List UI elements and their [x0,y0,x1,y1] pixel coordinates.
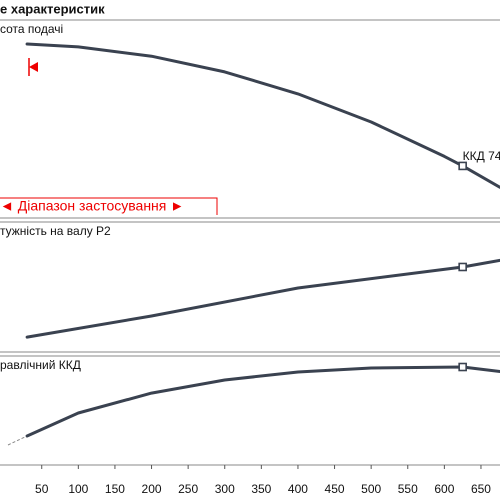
x-tick-label: 550 [398,482,418,496]
panel-label: сота подачі [0,22,63,36]
extrapolation [7,435,28,446]
panel-label: тужність на валу P2 [0,224,111,238]
x-tick-label: 650 [471,482,491,496]
panel-frame [0,355,500,466]
x-tick-label: 50 [35,482,49,496]
curve [25,365,500,438]
range-arrow [29,62,38,72]
x-tick-label: 150 [105,482,125,496]
curve [25,258,500,339]
panel-frame [0,19,500,219]
x-tick-label: 300 [215,482,235,496]
range-bracket [0,197,218,215]
application-range: ◄ Діапазон застосування ► [0,198,184,214]
curve [25,42,500,189]
operating-point [458,262,467,272]
x-tick-label: 200 [142,482,162,496]
x-tick-label: 350 [251,482,271,496]
x-tick-label: 450 [325,482,345,496]
x-tick-label: 600 [434,482,454,496]
x-tick-label: 400 [288,482,308,496]
chart-title: е характеристик [0,1,105,16]
x-tick-label: 500 [361,482,381,496]
x-tick-label: 250 [178,482,198,496]
x-tick-label: 100 [68,482,88,496]
panel-label: равлічний ККД [0,358,81,372]
operating-point [458,161,467,171]
panel-frame [0,221,500,353]
annotation: ККД 74.6% [463,149,500,163]
operating-point [458,362,467,372]
